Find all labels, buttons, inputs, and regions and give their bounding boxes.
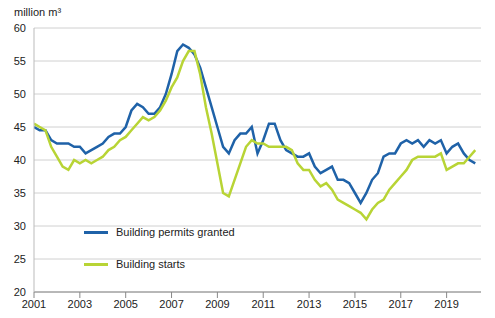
svg-text:2007: 2007 — [159, 298, 183, 310]
svg-text:30: 30 — [14, 220, 26, 232]
svg-text:2003: 2003 — [68, 298, 92, 310]
svg-text:60: 60 — [14, 22, 26, 34]
svg-text:2013: 2013 — [297, 298, 321, 310]
svg-text:55: 55 — [14, 55, 26, 67]
svg-text:35: 35 — [14, 187, 26, 199]
svg-text:2005: 2005 — [113, 298, 137, 310]
svg-text:45: 45 — [14, 121, 26, 133]
svg-text:2019: 2019 — [434, 298, 458, 310]
svg-text:2017: 2017 — [389, 298, 413, 310]
svg-text:50: 50 — [14, 88, 26, 100]
svg-text:2001: 2001 — [22, 298, 46, 310]
html-text:Building starts: Building starts — [116, 258, 186, 270]
svg-text:25: 25 — [14, 253, 26, 265]
svg-text:2011: 2011 — [251, 298, 275, 310]
svg-text:20: 20 — [14, 286, 26, 298]
svg-text:2015: 2015 — [343, 298, 367, 310]
svg-text:2009: 2009 — [205, 298, 229, 310]
svg-text:40: 40 — [14, 154, 26, 166]
html-text:Building permits granted: Building permits granted — [116, 226, 235, 238]
html-text:million m³: million m³ — [14, 6, 62, 18]
